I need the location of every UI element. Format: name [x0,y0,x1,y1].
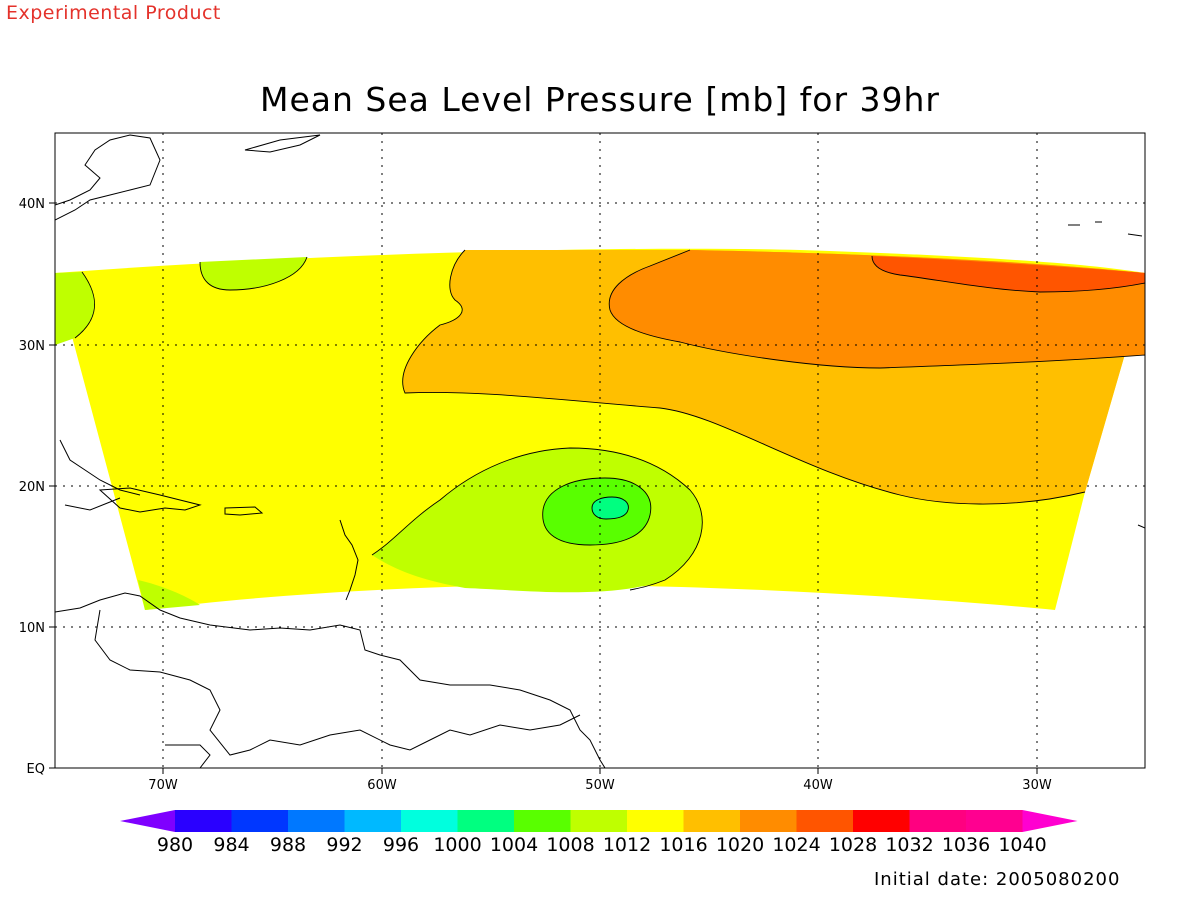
colorbar-swatch [966,810,1023,832]
lon-label-50w: 50W [585,778,615,793]
coastline-brazil-tip [165,744,211,768]
pressure-field [55,248,1145,610]
colorbar-tick-label: 980 [157,834,193,856]
isobar-1016 [402,249,1086,505]
colorbar-tick-label: 1036 [942,834,990,856]
lon-label-40w: 40W [803,778,833,793]
lat-label-20n: 20N [19,480,45,495]
lat-label-30n: 30N [19,339,45,354]
colorbar-swatch [853,810,910,832]
colorbar-swatch [401,810,458,832]
colorbar-arrow-high [1022,810,1078,832]
coastline-lesser-antilles [339,519,359,601]
coastline-puerto-rico [224,506,264,516]
pressure-region-1008-west-edge [55,272,95,345]
colorbar-tick-label: 1016 [659,834,707,856]
colorbar-swatch [344,810,401,832]
colorbar-tick-label: 1040 [998,834,1046,856]
coastline-nova-scotia [244,134,321,153]
isobar-1008-low [371,447,703,591]
gridlines [55,133,1145,768]
pressure-region-1000 [592,497,629,519]
pressure-region-1008-northwest [200,257,307,290]
coastline-north-america [55,134,161,221]
isobar-1024 [871,255,1145,293]
colorbar-swatch [740,810,797,832]
colorbar-tick-label: 1028 [829,834,877,856]
initial-date-label: Initial date: 2005080200 [874,869,1121,890]
colorbar-tick-label: 1012 [603,834,651,856]
colorbar-tick-label: 1004 [490,834,538,856]
lon-axis-labels: 70W 60W 50W 40W 30W [148,778,1052,793]
isobar-1000 [591,496,629,520]
coastline-hispaniola [98,487,202,513]
pressure-region-1008-southwest [138,580,200,610]
colorbar-tick-label: 1032 [885,834,933,856]
colorbar-tick-label: 984 [213,834,249,856]
colorbar-swatch [175,810,232,832]
lat-label-eq: EQ [27,762,45,777]
colorbar-swatch [909,810,966,832]
colorbar-tick-label: 1000 [433,834,481,856]
colorbar-swatch [796,810,853,832]
colorbar-tick-label: 996 [383,834,419,856]
colorbar-swatch [231,810,288,832]
coastline-azores [1068,221,1143,237]
coastline-cape-verde [1137,524,1145,529]
isobar-1008-northwest [199,256,308,291]
contour-lines [74,249,1145,591]
pressure-region-1024 [872,256,1145,292]
axis-ticks [49,202,1038,774]
lat-axis-labels: 40N 30N 20N 10N EQ [19,197,45,777]
coastline-cuba [59,439,141,511]
isobar-1020 [608,249,1145,369]
lat-label-40n: 40N [19,197,45,212]
coastline-south-america [55,592,606,768]
colorbar-labels: 980 984 988 992 996 1000 1004 1008 1012 1016 1020 1… [157,834,1047,856]
isobar-1004 [542,477,652,546]
colorbar [120,810,1078,832]
colorbar-swatch [627,810,684,832]
colorbar-swatch [683,810,740,832]
isobar-1008-west-edge [74,271,96,339]
experimental-product-label: Experimental Product [6,2,221,24]
colorbar-tick-label: 1008 [546,834,594,856]
lon-label-30w: 30W [1022,778,1052,793]
colorbar-swatch [288,810,345,832]
lon-label-70w: 70W [148,778,178,793]
colorbar-tick-label: 992 [326,834,362,856]
colorbar-tick-label: 988 [270,834,306,856]
lon-label-60w: 60W [367,778,397,793]
map-title: Mean Sea Level Pressure [mb] for 39hr [259,80,941,119]
colorbar-tick-label: 1024 [772,834,820,856]
colorbar-tick-label: 1020 [716,834,764,856]
colorbar-arrow-low [120,810,175,832]
colorbar-swatch [570,810,627,832]
coastlines [55,134,1145,768]
colorbar-swatch [514,810,571,832]
colorbar-swatch [457,810,514,832]
lat-label-10n: 10N [19,621,45,636]
